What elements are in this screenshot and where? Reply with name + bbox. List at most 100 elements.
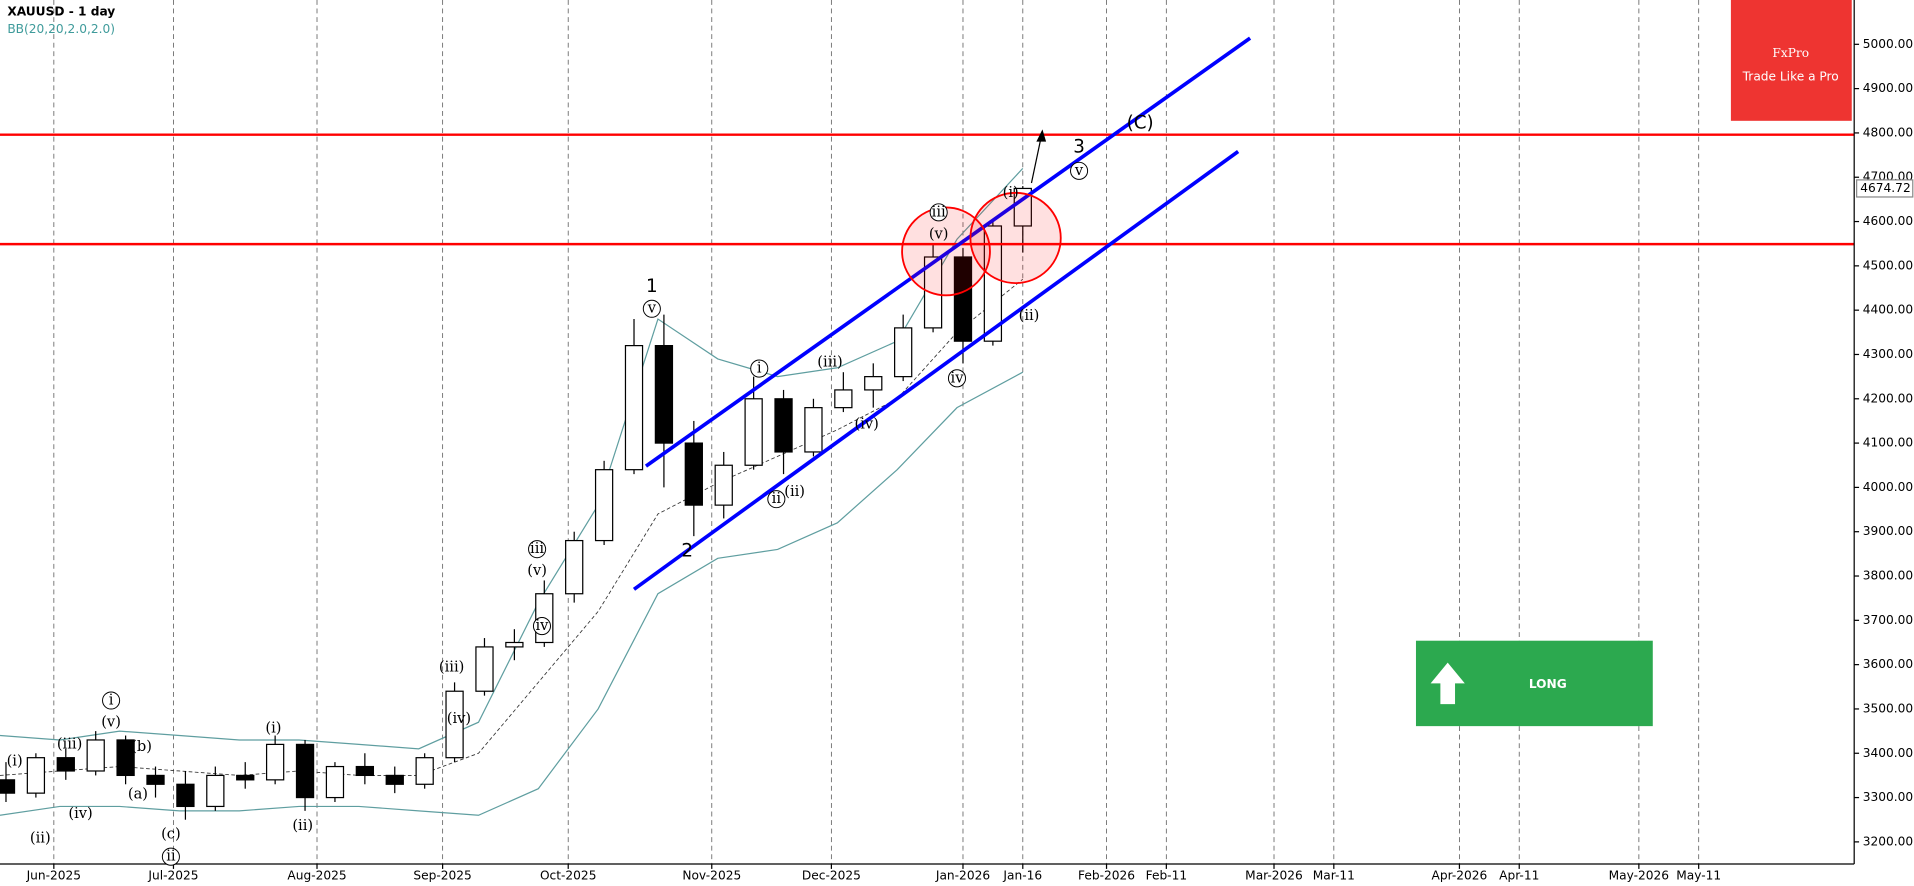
candle-body <box>684 442 703 506</box>
wave-circle <box>767 490 786 509</box>
wave-label: (iii) <box>57 735 82 752</box>
x-tick-label: Dec-2025 <box>802 869 861 883</box>
x-tick-label: Feb-11 <box>1146 869 1187 883</box>
x-tick-label: Mar-11 <box>1313 869 1355 883</box>
wave-circle <box>528 540 547 559</box>
wave-label: iii <box>530 540 544 557</box>
candle-body <box>265 743 285 781</box>
channel-line <box>644 36 1252 468</box>
wave-label: (ii) <box>292 817 313 834</box>
x-tick-label: Aug-2025 <box>287 869 346 883</box>
candle-body <box>176 783 195 808</box>
wave-label: (iv) <box>68 805 92 822</box>
y-tick-label: 4400.00 <box>1863 303 1913 317</box>
wave-label: (a) <box>128 785 148 802</box>
candle-body <box>834 389 853 409</box>
candle-body <box>654 345 674 444</box>
wave-label: i <box>757 360 762 377</box>
candle-body <box>295 743 315 799</box>
candle-body <box>923 256 943 329</box>
y-tick-label: 4100.00 <box>1863 436 1913 450</box>
y-tick-label: 3800.00 <box>1863 569 1913 583</box>
wave-label: (v) <box>101 713 121 730</box>
x-tick-label: Mar-2026 <box>1245 869 1303 883</box>
candle-body <box>744 398 763 466</box>
candle-body <box>86 739 105 772</box>
wave-label: (ii) <box>784 483 805 500</box>
wave-circle <box>947 369 967 388</box>
arrow-head <box>1036 129 1047 142</box>
wave-circle <box>102 691 121 710</box>
x-tick-label: May-2026 <box>1609 869 1669 883</box>
wave-label: (C) <box>1127 112 1154 133</box>
bollinger-upper <box>0 167 1024 750</box>
signal-arrow <box>1430 662 1465 705</box>
projection-arrow <box>1030 136 1042 184</box>
candle-body <box>894 327 913 378</box>
y-tick-label: 3200.00 <box>1863 834 1913 848</box>
x-tick-label: Sep-2025 <box>413 869 471 883</box>
y-tick-label: 3700.00 <box>1863 613 1913 627</box>
logo-name: FxPro <box>1772 46 1809 60</box>
candle-body <box>445 690 464 759</box>
candle-body <box>953 256 973 342</box>
candle-body <box>475 646 494 692</box>
highlight-circle <box>969 191 1062 285</box>
chart-title: XAUUSD - 1 day <box>7 5 115 19</box>
candle-body <box>236 774 255 781</box>
wave-label: iv <box>535 617 549 634</box>
wave-label: (iii) <box>817 353 842 370</box>
wave-label: (iv) <box>854 416 878 433</box>
wave-circle <box>642 299 661 318</box>
x-tick-label: Feb-2026 <box>1078 869 1135 883</box>
y-tick-label: 3600.00 <box>1863 657 1913 671</box>
wave-label: ii <box>166 848 176 865</box>
candle-body <box>415 757 434 785</box>
x-tick-label: Jan-16 <box>1002 869 1042 883</box>
x-tick-label: Apr-2026 <box>1432 869 1488 883</box>
indicator-label: BB(20,20,2.0,2.0) <box>7 22 115 36</box>
candle-body <box>594 469 614 542</box>
wave-label: (iv) <box>447 710 471 727</box>
y-tick-label: 3500.00 <box>1863 701 1913 715</box>
wave-label: 1 <box>646 276 658 297</box>
candle-body <box>26 757 46 794</box>
candle-body <box>804 407 823 453</box>
candle-body <box>505 641 524 648</box>
wave-label: (i) <box>7 753 23 770</box>
candle-body <box>325 765 345 799</box>
candle-body <box>116 739 135 777</box>
y-tick-label: 4500.00 <box>1863 258 1913 272</box>
y-tick-label: 3400.00 <box>1863 746 1913 760</box>
y-tick-label: 4000.00 <box>1863 480 1913 494</box>
wave-label: (v) <box>527 562 547 579</box>
candle-body <box>0 779 16 794</box>
wave-circle <box>161 847 180 866</box>
wave-label: 3 <box>1073 137 1085 158</box>
wave-label: (b) <box>131 738 152 755</box>
marks-layer <box>0 36 1855 820</box>
y-tick-label: 5000.00 <box>1863 37 1913 51</box>
y-tick-label: 4800.00 <box>1863 125 1913 139</box>
x-tick-label: May-11 <box>1676 869 1721 883</box>
candle-body <box>385 774 404 785</box>
wave-label: i <box>109 692 114 709</box>
grid-layer <box>53 0 1860 869</box>
wave-label: (ii) <box>30 829 51 846</box>
wave-label: (v) <box>929 225 949 242</box>
y-tick-label: 4900.00 <box>1863 81 1913 95</box>
candle-body <box>774 398 793 453</box>
x-tick-label: Jul-2025 <box>147 869 198 883</box>
candle-body <box>355 765 375 777</box>
wave-circle <box>532 617 552 636</box>
candle-body <box>624 345 644 471</box>
y-tick-label: 4200.00 <box>1863 391 1913 405</box>
logo-box <box>1730 0 1852 121</box>
signal-label: LONG <box>1529 677 1567 691</box>
channel-line <box>632 150 1240 591</box>
x-tick-label: Nov-2025 <box>682 869 741 883</box>
wave-label: iii <box>932 203 946 220</box>
wave-label: iv <box>951 369 965 386</box>
